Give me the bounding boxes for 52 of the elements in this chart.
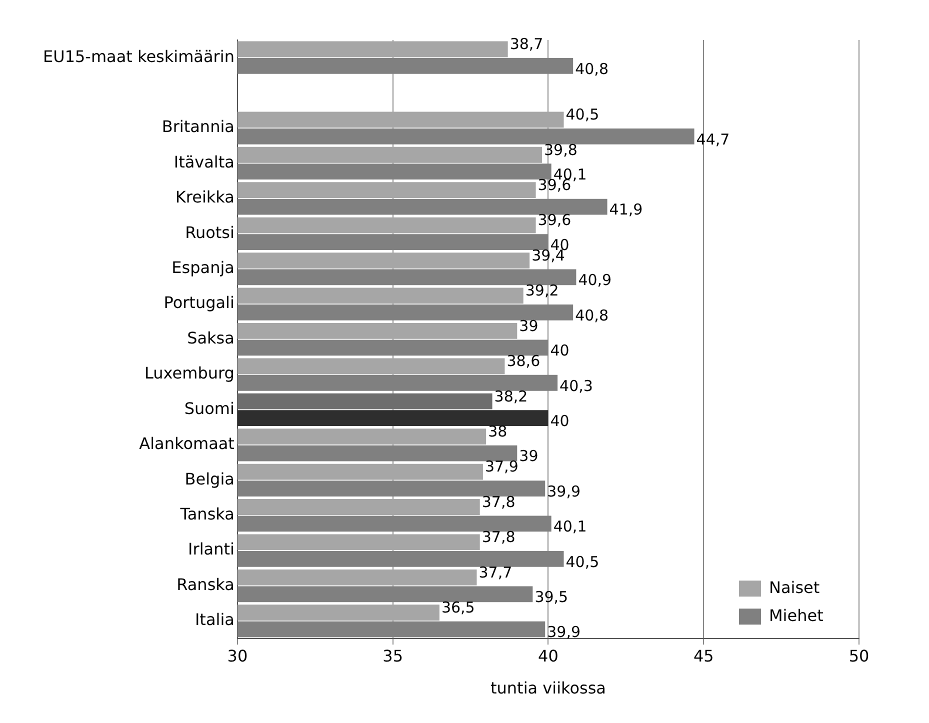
x-tick-label: 35: [382, 646, 404, 666]
data-label: 39,6: [538, 211, 572, 230]
data-label: 39,2: [525, 282, 559, 300]
data-label: 38: [488, 422, 508, 440]
data-label: 39: [519, 447, 538, 466]
legend-label: Naiset: [769, 578, 820, 597]
data-label: 38,6: [506, 352, 540, 370]
data-label: 40,8: [575, 306, 608, 324]
y-tick-label: Luxemburg: [144, 364, 234, 383]
data-label: 36,5: [441, 598, 475, 617]
data-label: 39: [519, 316, 538, 335]
y-tick-label: Britannia: [162, 117, 234, 136]
data-label: 40,5: [566, 106, 600, 124]
y-tick-label: Italia: [194, 610, 234, 630]
data-label: 37,7: [478, 563, 512, 582]
data-label: 41,9: [609, 200, 643, 219]
data-label: 39,9: [547, 623, 581, 642]
data-label: 39,5: [534, 588, 568, 606]
y-tick-label: Kreikka: [175, 188, 234, 207]
data-label: 39,9: [547, 482, 581, 500]
y-tick-label: Alankomaat: [139, 434, 234, 454]
y-tick-label: Espanja: [172, 258, 234, 278]
y-tick-label: Ruotsi: [185, 222, 234, 242]
y-tick-label: EU15-maat keskimäärin: [43, 46, 234, 66]
x-tick-label: 40: [538, 646, 558, 666]
x-tick-label: 45: [693, 646, 714, 666]
data-label: 40,5: [566, 552, 600, 571]
data-label: 40,3: [560, 376, 593, 395]
data-label: 40,9: [578, 271, 612, 290]
x-axis-title: tuntia viikossa: [490, 678, 606, 698]
y-tick-label: Portugali: [164, 293, 234, 312]
y-tick-label: Tanska: [179, 504, 234, 524]
y-tick-label: Irlanti: [188, 540, 234, 559]
data-label: 40: [550, 412, 570, 430]
x-tick-label: 50: [848, 646, 870, 666]
y-tick-label: Belgia: [184, 469, 234, 488]
y-tick-label: Itävalta: [174, 152, 234, 172]
data-label: 38,7: [510, 35, 544, 54]
data-label: 38,2: [494, 387, 528, 406]
data-label: 39,8: [544, 140, 578, 159]
data-label: 37,8: [482, 492, 516, 511]
data-label: 37,8: [482, 528, 516, 546]
y-tick-label: Ranska: [176, 574, 234, 594]
data-label: 37,9: [484, 458, 518, 476]
y-tick-label: Suomi: [184, 398, 234, 418]
data-label: 40,8: [575, 60, 608, 78]
x-tick-label: 30: [227, 646, 248, 666]
legend-label: Miehet: [769, 606, 824, 625]
data-label: 44,7: [696, 130, 730, 148]
y-tick-label: Saksa: [187, 328, 234, 348]
data-label: 40,1: [553, 518, 587, 536]
data-label: 40: [550, 342, 570, 360]
